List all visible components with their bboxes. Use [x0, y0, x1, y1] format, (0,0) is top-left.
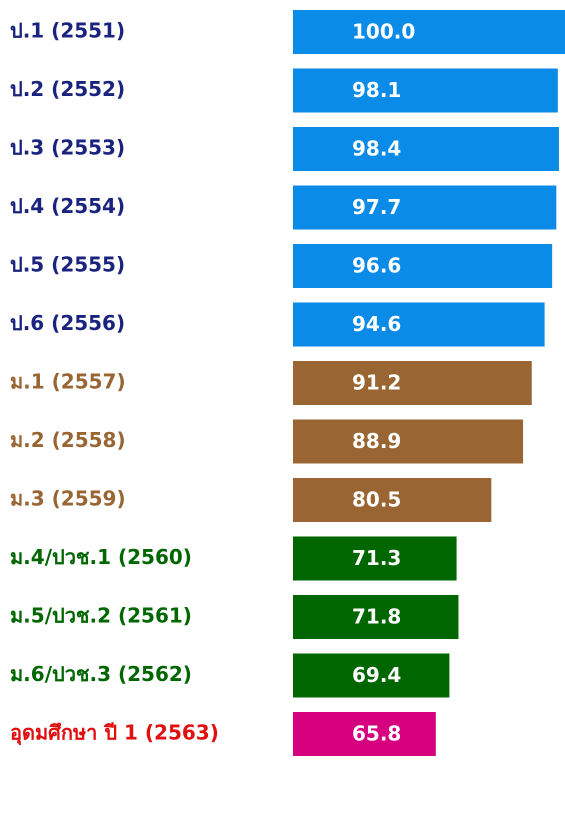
- category-label: ป.1 (2551): [10, 19, 125, 43]
- value-label: 88.9: [352, 429, 401, 453]
- category-label: ม.5/ปวช.2 (2561): [10, 604, 192, 628]
- bar: [293, 244, 553, 288]
- category-label: ม.1 (2557): [10, 370, 126, 394]
- value-label: 94.6: [352, 312, 401, 336]
- bar: [293, 185, 557, 230]
- category-label: ป.5 (2555): [10, 253, 125, 277]
- value-label: 96.6: [352, 254, 401, 278]
- value-label: 65.8: [352, 722, 401, 746]
- bar: [293, 712, 436, 756]
- value-label: 100.0: [352, 20, 415, 44]
- category-label: ม.6/ปวช.3 (2562): [10, 662, 192, 686]
- bar: [293, 10, 565, 54]
- bar: [293, 302, 545, 347]
- value-label: 71.3: [352, 546, 401, 570]
- category-label: ป.3 (2553): [10, 136, 125, 160]
- bar: [293, 68, 558, 113]
- bar: [293, 653, 450, 698]
- category-label: ม.3 (2559): [10, 487, 126, 511]
- value-label: 80.5: [352, 488, 401, 512]
- category-label: ป.2 (2552): [10, 77, 125, 101]
- bar: [293, 419, 524, 464]
- value-label: 91.2: [352, 371, 401, 395]
- category-label: อุดมศึกษา ปี 1 (2563): [10, 721, 219, 746]
- bar: [293, 595, 459, 639]
- bar: [293, 361, 532, 405]
- category-label: ป.4 (2554): [10, 194, 125, 218]
- bar: [293, 478, 492, 522]
- value-label: 98.4: [352, 137, 401, 161]
- category-label: ม.4/ปวช.1 (2560): [10, 545, 192, 569]
- bar: [293, 536, 457, 581]
- bar: [293, 127, 559, 171]
- category-label: ม.2 (2558): [10, 428, 126, 452]
- value-label: 71.8: [352, 605, 401, 629]
- value-label: 97.7: [352, 195, 401, 219]
- category-label: ป.6 (2556): [10, 311, 125, 335]
- value-label: 69.4: [352, 663, 401, 687]
- value-label: 98.1: [352, 78, 401, 102]
